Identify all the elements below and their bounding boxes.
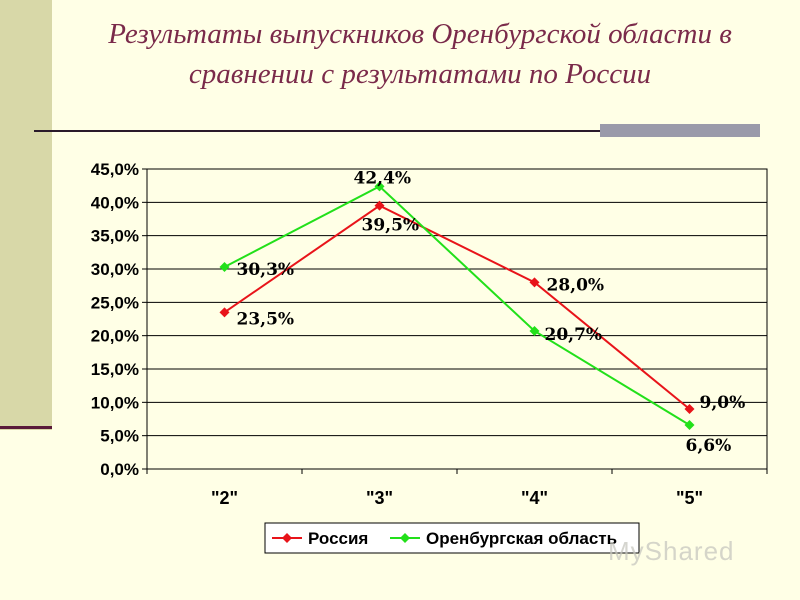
- series-line-orenburg: [224, 185, 691, 426]
- x-tick-label: "2": [211, 488, 238, 508]
- data-point: [219, 307, 230, 318]
- data-labels: 23,5% 39,5% 28,0% 9,0% 30,3% 42,4% 20,7% 6,6%: [237, 168, 746, 456]
- chart-series: [219, 181, 695, 430]
- x-tick-label: "4": [521, 488, 548, 508]
- legend-label: Оренбургская область: [426, 529, 617, 548]
- x-axis-tick-labels: "2" "3" "4" "5": [211, 488, 703, 508]
- y-tick-label: 25,0%: [91, 293, 139, 312]
- y-tick-label: 45,0%: [91, 160, 139, 179]
- data-label: 28,0%: [547, 275, 605, 295]
- data-label: 23,5%: [237, 309, 295, 329]
- data-label: 20,7%: [545, 325, 603, 345]
- data-point: [684, 420, 695, 430]
- y-tick-label: 30,0%: [91, 260, 139, 279]
- y-axis-tick-labels: 0,0% 5,0% 10,0% 15,0% 20,0% 25,0% 30,0% 35,0% 40…: [91, 160, 139, 479]
- data-point: [374, 200, 385, 211]
- data-label: 30,3%: [237, 260, 295, 280]
- y-tick-label: 40,0%: [91, 193, 139, 212]
- y-tick-label: 35,0%: [91, 227, 139, 246]
- chart-grid: [142, 168, 768, 474]
- legend-label: Россия: [308, 529, 368, 548]
- title-divider-accent: [600, 124, 760, 137]
- x-tick-label: "3": [366, 488, 393, 508]
- series-line-russia: [223, 204, 691, 410]
- data-point: [529, 326, 540, 336]
- slide-title: Результаты выпускников Оренбургской обла…: [108, 18, 732, 90]
- legend-swatch-marker: [282, 533, 292, 543]
- decorative-left-line: [0, 426, 52, 429]
- watermark-logo: MyShared: [608, 536, 735, 566]
- legend-swatch-marker: [400, 533, 410, 543]
- data-point: [529, 277, 540, 288]
- data-label: 39,5%: [362, 216, 420, 236]
- data-point: [374, 181, 385, 192]
- title-divider: [34, 130, 760, 132]
- data-label: 6,6%: [686, 436, 732, 456]
- decorative-left-bar: [0, 0, 52, 430]
- y-tick-label: 5,0%: [100, 427, 139, 446]
- data-point: [219, 262, 230, 272]
- y-tick-label: 10,0%: [91, 393, 139, 412]
- legend-box: [264, 522, 640, 554]
- data-point: [684, 404, 695, 414]
- data-label: 9,0%: [700, 393, 746, 413]
- y-tick-label: 15,0%: [91, 360, 139, 379]
- chart-legend: Россия Оренбургская область: [264, 522, 640, 554]
- x-tick-label: "5": [676, 488, 703, 508]
- data-label: 42,4%: [354, 168, 412, 188]
- y-tick-label: 0,0%: [100, 460, 139, 479]
- y-tick-label: 20,0%: [91, 327, 139, 346]
